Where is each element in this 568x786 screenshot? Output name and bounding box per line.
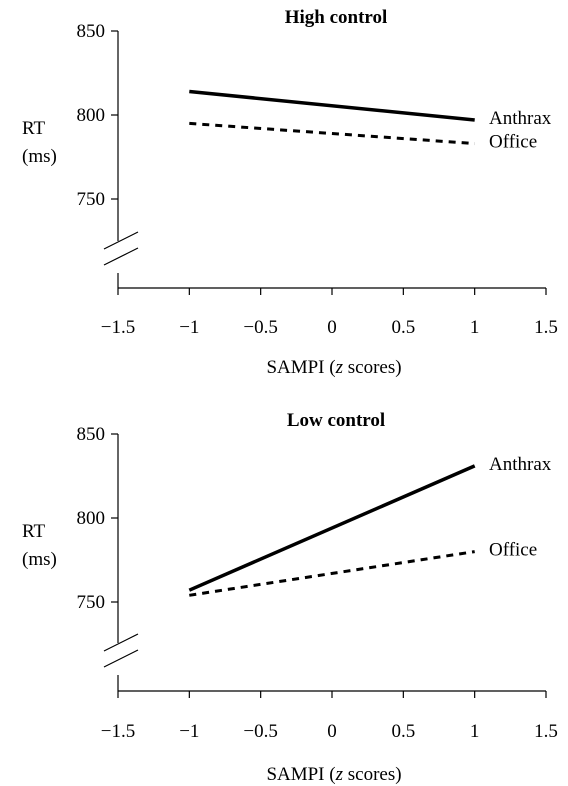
series-line-office: [189, 550, 475, 597]
y-tick-label: 850: [77, 21, 106, 42]
y-axis-label: RT: [22, 118, 46, 139]
y-tick-label: 800: [77, 105, 106, 126]
x-axis-label-part: scores): [343, 764, 402, 785]
y-axis-label-unit: (ms): [22, 549, 57, 570]
x-axis-label: SAMPI (z scores): [266, 764, 401, 785]
y-tick-label: 800: [77, 508, 106, 529]
axis-break-mark: [103, 231, 139, 250]
chart-panel-0: High control 750 800 850 −1.5 −1 −0.5 0 0.5 1 1.5 R…: [22, 7, 558, 378]
y-axis-label: RT: [22, 521, 46, 542]
x-axis-label-part: SAMPI (: [266, 357, 335, 378]
x-tick-label: 1.5: [534, 721, 558, 742]
series-label-office: Office: [489, 132, 537, 153]
chart-title: Low control: [287, 410, 385, 431]
chart-title: High control: [285, 7, 388, 28]
y-tick-label: 850: [77, 424, 106, 445]
axis-break-mark: [103, 649, 139, 668]
x-tick-label: 0: [327, 721, 337, 742]
x-axis-label-part: z: [335, 357, 344, 378]
x-tick-label: 1.5: [534, 317, 558, 338]
x-axis-label-part: scores): [343, 357, 402, 378]
y-tick-label: 750: [77, 592, 106, 613]
series-line-anthrax: [188, 464, 476, 592]
x-tick-label: −1.5: [101, 317, 135, 338]
axis-break-mark: [103, 247, 139, 266]
x-tick-label: −0.5: [243, 317, 277, 338]
series-label-anthrax: Anthrax: [489, 454, 552, 475]
x-tick-label: 0.5: [391, 317, 415, 338]
axis-break-mark: [103, 633, 139, 652]
y-tick-label: 750: [77, 189, 106, 210]
chart-panel-1: Low control 750 800 850 −1.5 −1 −0.5 0 0.5 1 1.5 RT…: [22, 410, 558, 785]
x-tick-label: −1.5: [101, 721, 135, 742]
x-tick-label: 0.5: [391, 721, 415, 742]
x-tick-label: −1: [179, 317, 199, 338]
x-tick-label: −1: [179, 721, 199, 742]
x-tick-label: 0: [327, 317, 337, 338]
y-axis-label-unit: (ms): [22, 146, 57, 167]
x-tick-label: 1: [470, 317, 480, 338]
series-line-office: [189, 121, 475, 146]
series-label-office: Office: [489, 540, 537, 561]
x-tick-label: −0.5: [243, 721, 277, 742]
x-tick-label: 1: [470, 721, 480, 742]
x-axis-label-part: z: [335, 764, 344, 785]
x-axis-label-part: SAMPI (: [266, 764, 335, 785]
series-line-anthrax: [189, 89, 475, 122]
series-label-anthrax: Anthrax: [489, 108, 552, 129]
x-axis-label: SAMPI (z scores): [266, 357, 401, 378]
